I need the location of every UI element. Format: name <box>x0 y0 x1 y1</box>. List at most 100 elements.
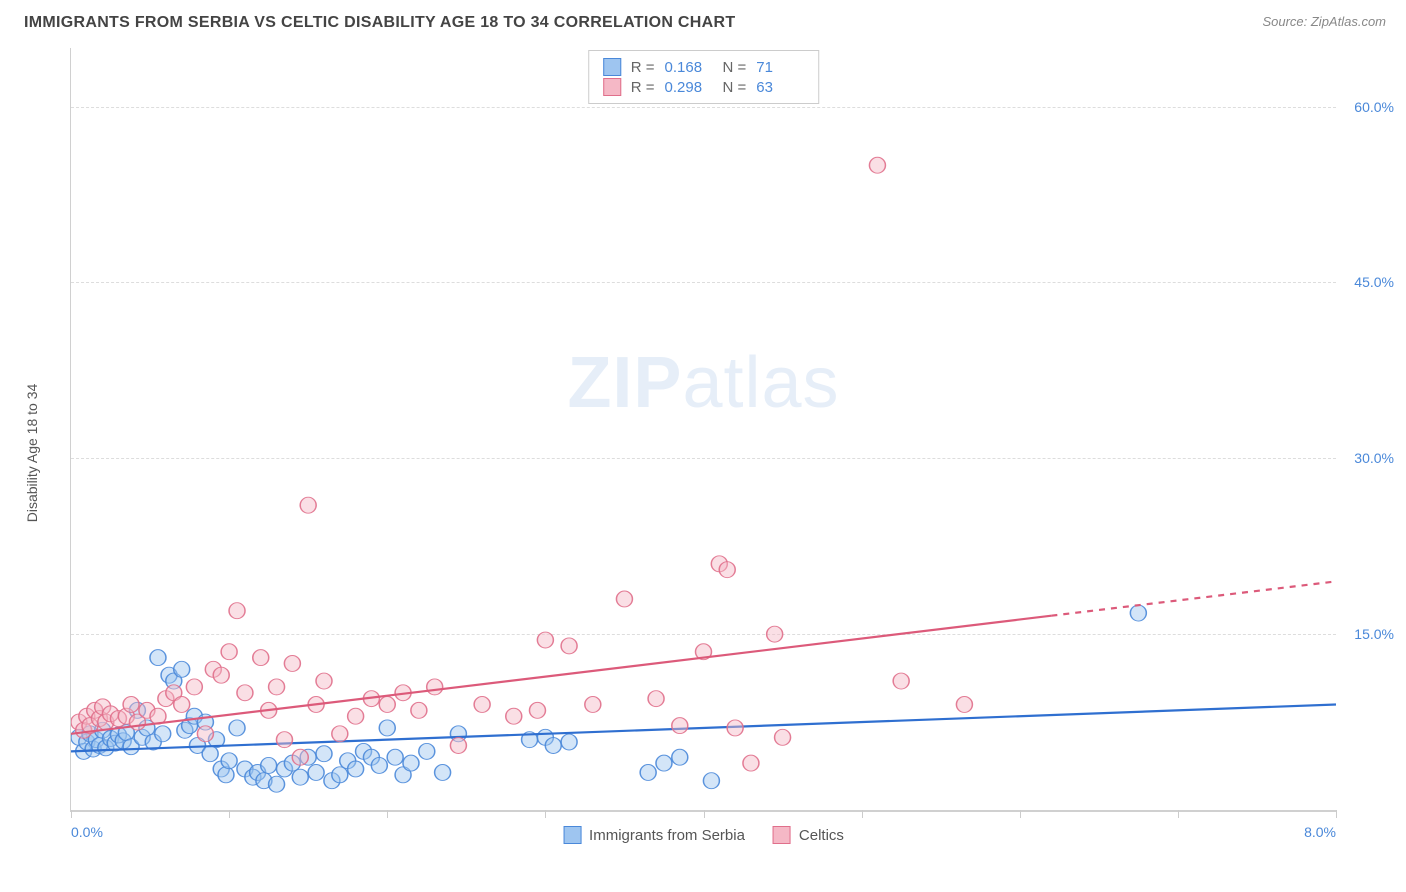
data-point <box>743 755 759 771</box>
r-label: R = <box>631 59 655 76</box>
x-tick <box>387 810 388 818</box>
data-point <box>387 749 403 765</box>
x-tick-label: 0.0% <box>71 824 103 840</box>
n-value: 63 <box>756 79 804 96</box>
y-tick-label: 30.0% <box>1354 450 1394 466</box>
data-point <box>775 729 791 745</box>
data-point <box>348 761 364 777</box>
data-point <box>221 644 237 660</box>
data-point <box>656 755 672 771</box>
scatter-plot-svg <box>71 48 1336 810</box>
data-point <box>332 726 348 742</box>
data-point <box>229 720 245 736</box>
data-point <box>348 708 364 724</box>
stats-row: R =0.168N =71 <box>603 57 805 77</box>
data-point <box>450 738 466 754</box>
data-point <box>292 749 308 765</box>
legend-swatch <box>563 826 581 844</box>
data-point <box>186 679 202 695</box>
data-point <box>316 746 332 762</box>
data-point <box>616 591 632 607</box>
data-point <box>419 743 435 759</box>
x-tick <box>704 810 705 818</box>
x-tick <box>862 810 863 818</box>
data-point <box>269 776 285 792</box>
data-point <box>229 603 245 619</box>
data-point <box>197 726 213 742</box>
data-point <box>427 679 443 695</box>
x-tick-label: 8.0% <box>1304 824 1336 840</box>
data-point <box>672 749 688 765</box>
data-point <box>261 757 277 773</box>
data-point <box>308 765 324 781</box>
data-point <box>150 650 166 666</box>
legend-label: Immigrants from Serbia <box>589 827 745 844</box>
data-point <box>648 691 664 707</box>
data-point <box>316 673 332 689</box>
y-tick-label: 60.0% <box>1354 99 1394 115</box>
data-point <box>123 697 139 713</box>
x-tick <box>545 810 546 818</box>
stats-box: R =0.168N =71R =0.298N =63 <box>588 50 820 104</box>
data-point <box>213 667 229 683</box>
x-tick <box>1336 810 1337 818</box>
x-tick <box>1178 810 1179 818</box>
data-point <box>703 773 719 789</box>
legend: Immigrants from Serbia Celtics <box>563 826 844 844</box>
data-point <box>869 157 885 173</box>
y-axis-label: Disability Age 18 to 34 <box>24 384 40 523</box>
chart-title: IMMIGRANTS FROM SERBIA VS CELTIC DISABIL… <box>24 14 735 32</box>
data-point <box>672 718 688 734</box>
data-point <box>640 765 656 781</box>
data-point <box>545 738 561 754</box>
data-point <box>537 632 553 648</box>
legend-item: Celtics <box>773 826 844 844</box>
x-tick <box>229 810 230 818</box>
data-point <box>585 697 601 713</box>
data-point <box>155 726 171 742</box>
x-tick <box>71 810 72 818</box>
data-point <box>276 732 292 748</box>
data-point <box>561 638 577 654</box>
data-point <box>379 720 395 736</box>
data-point <box>284 655 300 671</box>
stats-row: R = 0.298 N = 63 <box>603 77 805 97</box>
y-tick-label: 45.0% <box>1354 274 1394 290</box>
data-point <box>727 720 743 736</box>
source-attribution: Source: ZipAtlas.com <box>1262 14 1386 29</box>
data-point <box>1130 605 1146 621</box>
legend-swatch <box>773 826 791 844</box>
n-label: N = <box>723 79 747 96</box>
data-point <box>237 685 253 701</box>
data-point <box>411 702 427 718</box>
data-point <box>300 497 316 513</box>
x-tick <box>1020 810 1021 818</box>
series-swatch <box>603 78 621 96</box>
data-point <box>218 767 234 783</box>
data-point <box>719 562 735 578</box>
data-point <box>435 765 451 781</box>
legend-label: Celtics <box>799 827 844 844</box>
data-point <box>292 769 308 785</box>
data-point <box>332 767 348 783</box>
y-tick-label: 15.0% <box>1354 626 1394 642</box>
data-point <box>506 708 522 724</box>
data-point <box>174 697 190 713</box>
data-point <box>474 697 490 713</box>
data-point <box>767 626 783 642</box>
r-value: 0.298 <box>665 79 713 96</box>
data-point <box>253 650 269 666</box>
series-swatch <box>603 58 621 76</box>
n-value: 71 <box>756 59 804 76</box>
data-point <box>371 757 387 773</box>
data-point <box>403 755 419 771</box>
data-point <box>529 702 545 718</box>
data-point <box>561 734 577 750</box>
r-label: R = <box>631 79 655 96</box>
data-point <box>221 753 237 769</box>
data-point <box>269 679 285 695</box>
data-point <box>956 697 972 713</box>
n-label: N = <box>723 59 747 76</box>
data-point <box>379 697 395 713</box>
trend-line-dashed <box>1051 581 1336 615</box>
